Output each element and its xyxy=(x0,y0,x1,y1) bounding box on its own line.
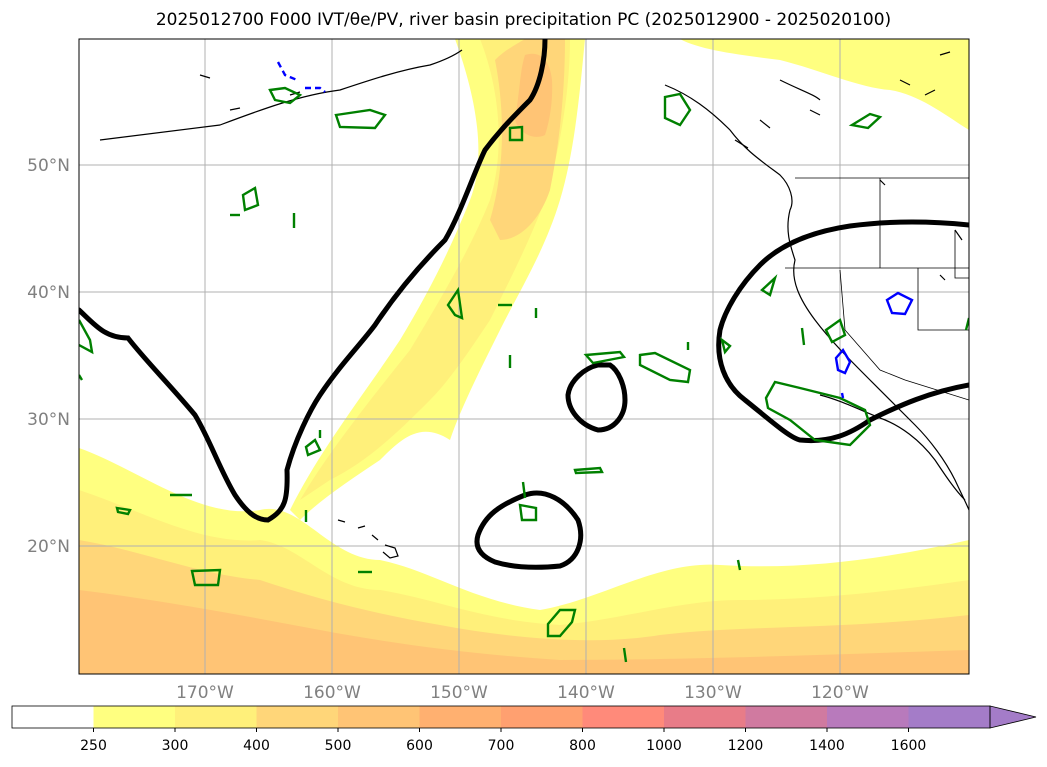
lat-label-40n: 40°N xyxy=(27,283,70,303)
lon-label-150w: 150°W xyxy=(430,683,488,703)
colorbar-segment xyxy=(93,706,176,728)
colorbar-extend-arrow xyxy=(989,705,1037,729)
lat-label-20n: 20°N xyxy=(27,537,70,557)
colorbar-segment xyxy=(908,706,991,728)
ivt-shading-south xyxy=(79,448,969,674)
map-title: 2025012700 F000 IVT/θe/PV, river basin p… xyxy=(155,10,892,30)
lon-label-130w: 130°W xyxy=(684,683,742,703)
theta-e-contours xyxy=(79,39,969,570)
colorbar-segment xyxy=(338,706,420,728)
map-panel[interactable] xyxy=(79,39,969,674)
colorbar-tick-label: 1600 xyxy=(891,738,927,754)
colorbar-segment xyxy=(419,706,502,728)
colorbar-tick-label: 1200 xyxy=(728,738,764,754)
colorbar-tick-label: 800 xyxy=(569,738,596,754)
colorbar-segment xyxy=(827,706,909,728)
pv-contours-blue xyxy=(276,61,914,399)
colorbar-tick-label: 1000 xyxy=(646,738,682,754)
graticule xyxy=(79,39,969,674)
lon-label-170w: 170°W xyxy=(176,683,234,703)
colorbar-tick-label: 700 xyxy=(488,738,515,754)
lat-label-50n: 50°N xyxy=(27,156,70,176)
lat-label-30n: 30°N xyxy=(27,410,70,430)
lon-label-160w: 160°W xyxy=(303,683,361,703)
colorbar-tick-label: 250 xyxy=(80,738,107,754)
lon-label-120w: 120°W xyxy=(811,683,869,703)
colorbar-tick-label: 500 xyxy=(325,738,352,754)
colorbar-segment xyxy=(664,706,746,728)
colorbar-segment xyxy=(745,706,828,728)
colorbar: 250 300 400 500 600 700 800 1000 1200 1400 1600 xyxy=(11,705,1037,754)
colorbar-tick-label: 600 xyxy=(406,738,433,754)
colorbar-segment xyxy=(501,706,583,728)
colorbar-segment xyxy=(256,706,339,728)
ivt-shading-northeast xyxy=(680,39,969,130)
colorbar-tick-label: 1400 xyxy=(809,738,845,754)
colorbar-segment xyxy=(12,706,94,728)
coastlines xyxy=(99,49,969,559)
colorbar-tick-label: 300 xyxy=(162,738,189,754)
colorbar-tick-label: 400 xyxy=(243,738,270,754)
pv-contours xyxy=(79,86,969,663)
colorbar-segment xyxy=(175,706,257,728)
lon-label-140w: 140°W xyxy=(557,683,615,703)
map-frame xyxy=(78,38,970,675)
colorbar-segment xyxy=(582,706,665,728)
